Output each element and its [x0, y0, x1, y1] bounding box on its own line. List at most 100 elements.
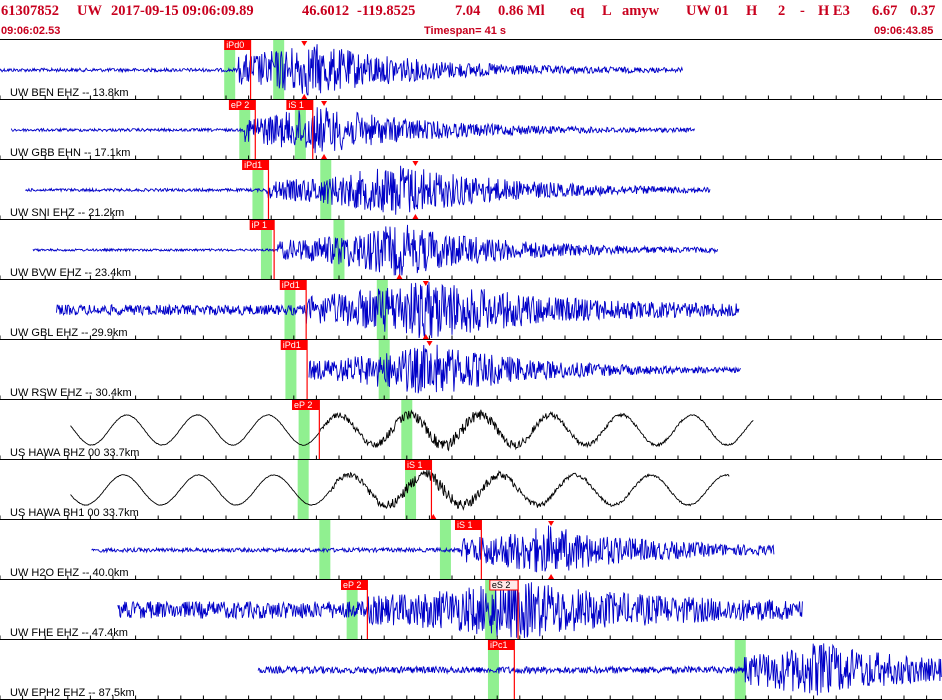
pick-window: [346, 580, 358, 640]
phase-pick[interactable]: eP 2: [228, 100, 256, 160]
phase-pick[interactable]: iPd1: [280, 340, 308, 400]
phase-pick[interactable]: iPd1: [279, 280, 307, 340]
pick-label: eS 2: [492, 580, 511, 590]
phase-pick[interactable]: eP 2: [341, 580, 368, 640]
pick-label: eP 2: [294, 400, 312, 410]
pick-label: iP 1: [252, 220, 267, 230]
amplitude-marker: [548, 574, 555, 579]
quality: 2: [778, 3, 786, 19]
amplitude-marker: [396, 274, 403, 279]
event-type: eq: [570, 3, 585, 19]
phase-pick[interactable]: eP 2: [292, 400, 320, 460]
phase-pick[interactable]: iP 1: [249, 220, 275, 280]
amplitude-marker: [426, 341, 433, 346]
waveform-trace: [70, 409, 754, 452]
waveform-trace: [25, 165, 711, 215]
phase-pick[interactable]: iS 1: [405, 460, 433, 520]
station-label: UW RSW EHZ -- 30.4km: [10, 387, 132, 399]
pick-window: [405, 460, 417, 520]
pick-label: iPd0: [226, 40, 244, 50]
pick-window: [333, 220, 345, 280]
pick-box: [242, 160, 269, 170]
amplitude-marker: [301, 41, 308, 46]
time-bar: 09:06:02.53 Timespan= 41 s 09:06:43.85: [0, 25, 942, 39]
station-label: UW FHE EHZ -- 47.4km: [10, 627, 128, 639]
pick-box: [454, 520, 482, 530]
separator-layer: [0, 39, 942, 700]
pick-window: [401, 400, 413, 460]
pick-window: [376, 280, 388, 340]
pick-box: [280, 340, 308, 350]
pick-box: [405, 460, 432, 470]
station-label: US HAWA BH1 00 33.7km: [10, 507, 139, 519]
pick-label: eP 2: [231, 100, 249, 110]
station-label: US HAWA BHZ 00 33.7km: [10, 447, 139, 459]
end-time: 09:06:43.85: [874, 25, 934, 37]
waveform-trace: [308, 344, 741, 394]
pick-box: [279, 280, 307, 290]
pick-box: [487, 640, 515, 650]
amplitude-marker: [301, 94, 308, 99]
phase-pick[interactable]: iS 1: [454, 520, 482, 580]
pick-label: iPd1: [283, 340, 301, 350]
waveform-trace: [32, 224, 719, 276]
pick-label: iS 1: [288, 100, 304, 110]
author: amyw: [622, 3, 660, 19]
depth: 7.04: [455, 3, 481, 19]
pick-label: iPd1: [244, 160, 262, 170]
h-flag: H: [746, 3, 758, 19]
trace-layer: [0, 44, 942, 696]
station-label: UW H2O EHZ -- 40.0km: [10, 567, 129, 579]
pick-label: eP 2: [343, 580, 361, 590]
pick-window: [319, 520, 331, 580]
pick-window: [297, 460, 309, 520]
phase-pick[interactable]: iPd0: [224, 40, 252, 100]
pick-layer: iPd0 eP 2 iS 1 iPd1 iP 1 iPd1 iPd1 eP 2 iS 1 iS 1…: [224, 40, 555, 700]
station-label: UW GBL EHZ -- 29.9km: [10, 327, 128, 339]
station-label: UW EPH2 EHZ -- 87.5km: [10, 687, 135, 699]
waveform-trace: [56, 281, 740, 339]
pick-window: [485, 580, 497, 640]
geo-type: L: [602, 3, 612, 19]
event-header: 61307852 UW 2017-09-15 09:06:09.89 46.60…: [0, 0, 942, 40]
pick-label: iPd1: [282, 280, 300, 290]
latitude: 46.6012: [302, 3, 350, 19]
phase-pick[interactable]: iPd1: [242, 160, 270, 220]
network: UW: [77, 3, 102, 19]
station-label: UW BVW EHZ -- 23.4km: [10, 267, 131, 279]
pick-box: [286, 100, 313, 110]
pick-window: [487, 640, 499, 700]
pick-window: [285, 340, 297, 400]
pick-window: [260, 220, 272, 280]
phase-pick[interactable]: iS 1: [286, 100, 314, 160]
origin-time: 2017-09-15 09:06:09.89: [111, 3, 254, 19]
waveform-trace: [257, 643, 942, 696]
pick-box: [341, 580, 368, 590]
pick-box: [224, 40, 251, 50]
pick-label: iS 1: [407, 460, 423, 470]
flag-2: H E3: [818, 3, 850, 19]
amplitude-marker: [430, 514, 437, 519]
waveform-trace: [117, 581, 803, 639]
start-time: 09:06:02.53: [1, 25, 61, 37]
event-id: 61307852: [1, 3, 59, 19]
amplitude-marker: [321, 101, 328, 106]
magnitude: 0.86 Ml: [498, 3, 545, 19]
amplitude-marker: [422, 281, 429, 286]
station-label: UW GBB EHN -- 17.1km: [10, 147, 130, 159]
pick-box: [249, 220, 275, 230]
pick-window: [439, 520, 451, 580]
timespan: Timespan= 41 s: [424, 25, 507, 37]
waveform-trace: [0, 44, 683, 96]
value-1: 6.67: [872, 3, 898, 19]
pick-label: iPc1: [490, 640, 508, 650]
station-label: UW BEN EHZ -- 13.8km: [10, 87, 129, 99]
station-label: UW SNI EHZ -- 21.2km: [10, 207, 124, 219]
phase-pick[interactable]: iPc1: [487, 640, 515, 700]
amplitude-marker: [548, 521, 555, 526]
source: UW 01: [686, 3, 729, 19]
amplitude-marker: [422, 334, 429, 339]
amplitude-marker: [412, 161, 419, 166]
dash: -: [800, 3, 805, 19]
